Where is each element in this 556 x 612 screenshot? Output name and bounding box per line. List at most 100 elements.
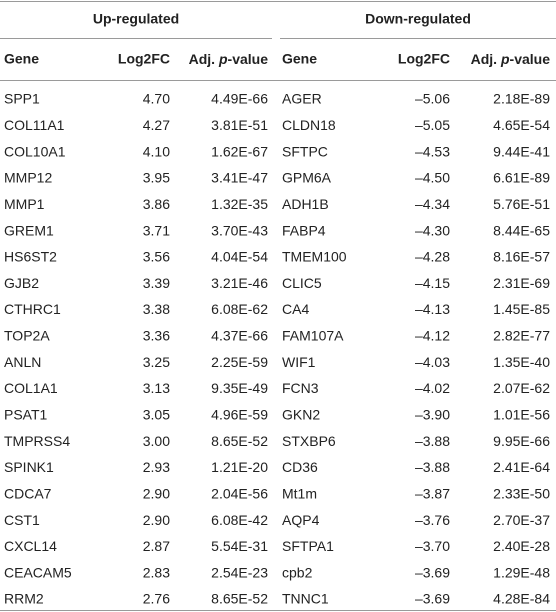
cell: CA4 bbox=[282, 301, 309, 317]
cell: –3.90 bbox=[415, 406, 450, 422]
cell: GPM6A bbox=[282, 170, 332, 186]
cell: 3.25 bbox=[143, 354, 170, 370]
cell: HS6ST2 bbox=[4, 249, 57, 265]
cell: CST1 bbox=[4, 512, 40, 528]
cell: –4.50 bbox=[415, 170, 450, 186]
cell: 4.27 bbox=[143, 117, 170, 133]
cell: CXCL14 bbox=[4, 538, 57, 554]
cell: 1.35E-40 bbox=[493, 354, 550, 370]
cell: 6.08E-62 bbox=[211, 301, 268, 317]
cell: 1.01E-56 bbox=[493, 406, 550, 422]
cell: 2.41E-64 bbox=[493, 459, 550, 475]
cell: 2.04E-56 bbox=[211, 485, 268, 501]
group-header: Up-regulated bbox=[93, 11, 179, 27]
cell: FABP4 bbox=[282, 222, 326, 238]
cell: –3.87 bbox=[415, 485, 450, 501]
cell: CEACAM5 bbox=[4, 564, 72, 580]
header-part: Adj. bbox=[471, 51, 501, 67]
cell: 6.08E-42 bbox=[211, 512, 268, 528]
cell: 2.25E-59 bbox=[211, 354, 268, 370]
cell: 3.21E-46 bbox=[211, 275, 268, 291]
cell: RRM2 bbox=[4, 591, 44, 607]
header-part: -value bbox=[510, 51, 551, 67]
cell: –4.13 bbox=[415, 301, 450, 317]
cell: CLDN18 bbox=[282, 117, 336, 133]
cell: 3.36 bbox=[143, 328, 170, 344]
cell: 3.38 bbox=[143, 301, 170, 317]
cell: 2.18E-89 bbox=[493, 91, 550, 107]
cell: –4.28 bbox=[415, 249, 450, 265]
column-header: Log2FC bbox=[118, 51, 170, 67]
cell: FAM107A bbox=[282, 328, 344, 344]
cell: 9.44E-41 bbox=[493, 143, 550, 159]
cell: –5.05 bbox=[415, 117, 450, 133]
cell: –4.15 bbox=[415, 275, 450, 291]
cell: cpb2 bbox=[282, 564, 313, 580]
cell: WIF1 bbox=[282, 354, 316, 370]
cell: 4.65E-54 bbox=[493, 117, 550, 133]
cell: 2.83 bbox=[143, 564, 170, 580]
cell: 2.40E-28 bbox=[493, 538, 550, 554]
cell: 9.35E-49 bbox=[211, 380, 268, 396]
cell: –5.06 bbox=[415, 91, 450, 107]
cell: 3.56 bbox=[143, 249, 170, 265]
cell: PSAT1 bbox=[4, 406, 48, 422]
cell: 8.65E-52 bbox=[211, 433, 268, 449]
cell: 4.96E-59 bbox=[211, 406, 268, 422]
cell: 1.29E-48 bbox=[493, 564, 550, 580]
cell: –3.88 bbox=[415, 459, 450, 475]
cell: FCN3 bbox=[282, 380, 319, 396]
cell: 3.71 bbox=[143, 222, 170, 238]
cell: 2.87 bbox=[143, 538, 170, 554]
cell: 2.33E-50 bbox=[493, 485, 550, 501]
cell: 4.28E-84 bbox=[493, 591, 550, 607]
cell: 2.54E-23 bbox=[211, 564, 268, 580]
cell: 2.93 bbox=[143, 459, 170, 475]
cell: 3.70E-43 bbox=[211, 222, 268, 238]
cell: 1.32E-35 bbox=[211, 196, 268, 212]
cell: 3.00 bbox=[143, 433, 170, 449]
cell: 3.86 bbox=[143, 196, 170, 212]
column-header: Adj. p-value bbox=[189, 51, 269, 67]
cell: CD36 bbox=[282, 459, 318, 475]
cell: 3.41E-47 bbox=[211, 170, 268, 186]
cell: TMPRSS4 bbox=[4, 433, 70, 449]
cell: –3.88 bbox=[415, 433, 450, 449]
cell: 3.95 bbox=[143, 170, 170, 186]
cell: 8.44E-65 bbox=[493, 222, 550, 238]
cell: STXBP6 bbox=[282, 433, 336, 449]
cell: –4.03 bbox=[415, 354, 450, 370]
cell: 2.70E-37 bbox=[493, 512, 550, 528]
cell: –4.34 bbox=[415, 196, 450, 212]
cell: –4.02 bbox=[415, 380, 450, 396]
cell: 5.76E-51 bbox=[493, 196, 550, 212]
cell: Mt1m bbox=[282, 485, 317, 501]
cell: COL10A1 bbox=[4, 143, 66, 159]
cell: 4.10 bbox=[143, 143, 170, 159]
cell: –3.76 bbox=[415, 512, 450, 528]
cell: 6.61E-89 bbox=[493, 170, 550, 186]
cell: 5.54E-31 bbox=[211, 538, 268, 554]
cell: SPP1 bbox=[4, 91, 40, 107]
cell: –3.69 bbox=[415, 564, 450, 580]
cell: AQP4 bbox=[282, 512, 320, 528]
column-header: Log2FC bbox=[398, 51, 450, 67]
cell: 2.31E-69 bbox=[493, 275, 550, 291]
column-header: Gene bbox=[282, 51, 317, 67]
header-part: p bbox=[500, 51, 510, 67]
cell: 1.21E-20 bbox=[211, 459, 268, 475]
cell: TOP2A bbox=[4, 328, 50, 344]
cell: –3.70 bbox=[415, 538, 450, 554]
cell: GREM1 bbox=[4, 222, 54, 238]
group-header: Down-regulated bbox=[365, 11, 471, 27]
cell: –4.30 bbox=[415, 222, 450, 238]
cell: COL1A1 bbox=[4, 380, 58, 396]
cell: MMP12 bbox=[4, 170, 52, 186]
cell: 2.07E-62 bbox=[493, 380, 550, 396]
cell: 9.95E-66 bbox=[493, 433, 550, 449]
cell: CTHRC1 bbox=[4, 301, 61, 317]
cell: 4.04E-54 bbox=[211, 249, 268, 265]
column-header: Adj. p-value bbox=[471, 51, 551, 67]
cell: –4.53 bbox=[415, 143, 450, 159]
